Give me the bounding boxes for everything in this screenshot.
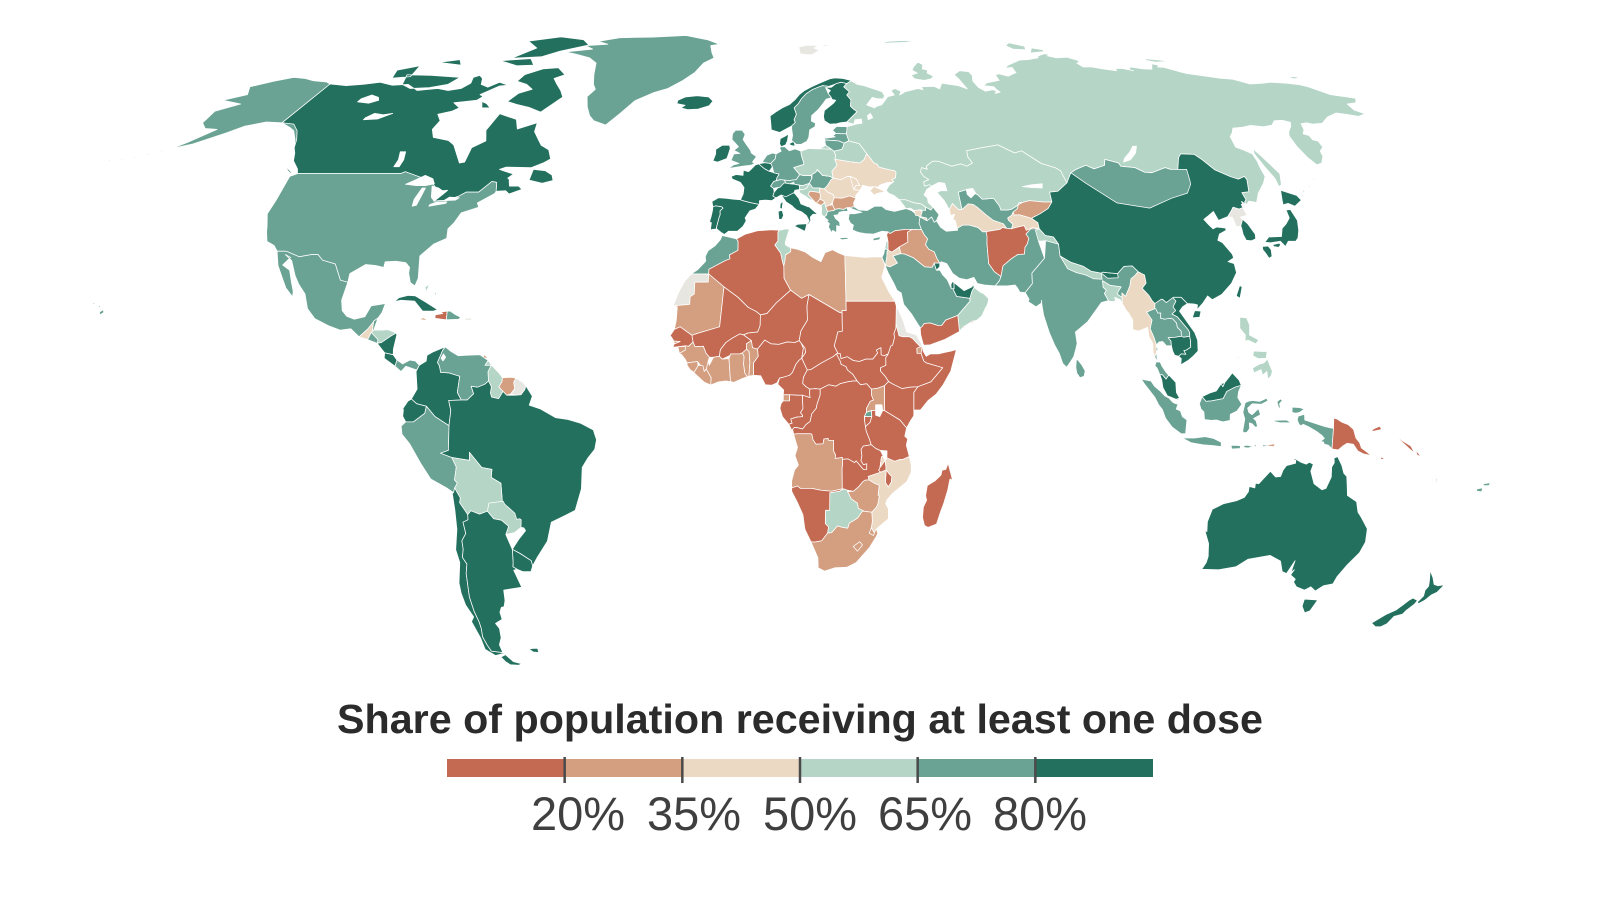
svg-text:20%: 20% [531,787,625,840]
svg-text:80%: 80% [993,787,1087,840]
svg-text:Share of population receiving: Share of population receiving at least o… [337,696,1263,742]
svg-text:65%: 65% [878,787,972,840]
svg-text:35%: 35% [647,787,741,840]
svg-text:50%: 50% [763,787,857,840]
